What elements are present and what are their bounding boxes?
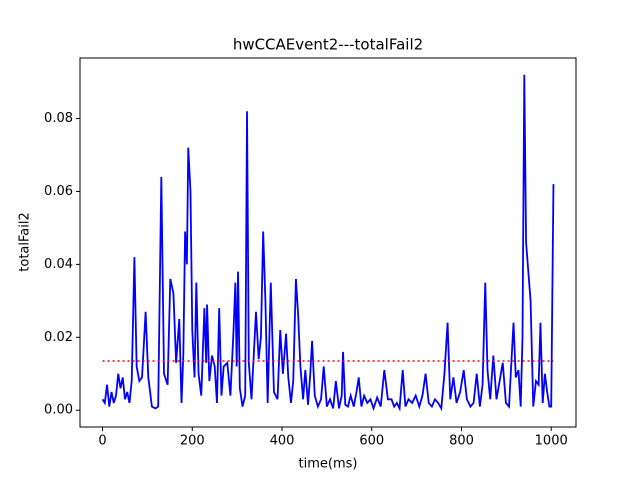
x-tick-label: 1000 xyxy=(535,434,568,449)
y-tick-label: 0.06 xyxy=(44,184,73,199)
y-axis-label: totalFail2 xyxy=(18,212,33,271)
y-tick-label: 0.02 xyxy=(44,330,73,345)
x-tick-label: 600 xyxy=(359,434,384,449)
x-tick-label: 800 xyxy=(449,434,474,449)
series-line xyxy=(101,74,555,412)
y-tick-label: 0.04 xyxy=(44,257,73,272)
chart-title: hwCCAEvent2---totalFail2 xyxy=(233,36,423,54)
x-tick-label: 200 xyxy=(180,434,205,449)
x-axis-label: time(ms) xyxy=(299,457,358,472)
y-tick-label: 0.00 xyxy=(44,403,73,418)
y-tick-label: 0.08 xyxy=(44,111,73,126)
x-tick-label: 400 xyxy=(270,434,295,449)
plot-frame xyxy=(79,57,577,428)
x-tick-label: 0 xyxy=(98,434,106,449)
